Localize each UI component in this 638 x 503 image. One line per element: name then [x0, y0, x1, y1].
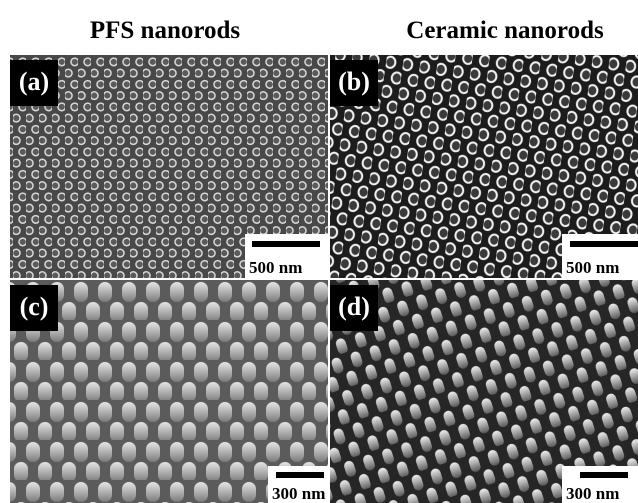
label-box	[10, 285, 58, 331]
panel-label: (b)	[338, 67, 370, 96]
sem-image	[10, 280, 328, 503]
scale-text: 300 nm	[272, 484, 325, 503]
panel-label: (a)	[19, 67, 49, 96]
label-box	[10, 60, 58, 106]
scale-text: 500 nm	[566, 258, 619, 277]
label-box	[330, 285, 378, 331]
label-box	[330, 60, 378, 106]
panel-label: (d)	[338, 292, 370, 321]
scale-text: 500 nm	[249, 258, 302, 277]
scale-bar	[276, 472, 324, 478]
scale-text: 300 nm	[566, 484, 619, 503]
column-title: Ceramic nanorods	[406, 17, 604, 44]
scale-bar	[580, 472, 628, 478]
scale-bar	[252, 241, 320, 247]
scale-bar	[570, 241, 638, 247]
sem-image	[330, 280, 638, 503]
column-title: PFS nanorods	[90, 17, 241, 44]
panel-label: (c)	[20, 292, 49, 321]
